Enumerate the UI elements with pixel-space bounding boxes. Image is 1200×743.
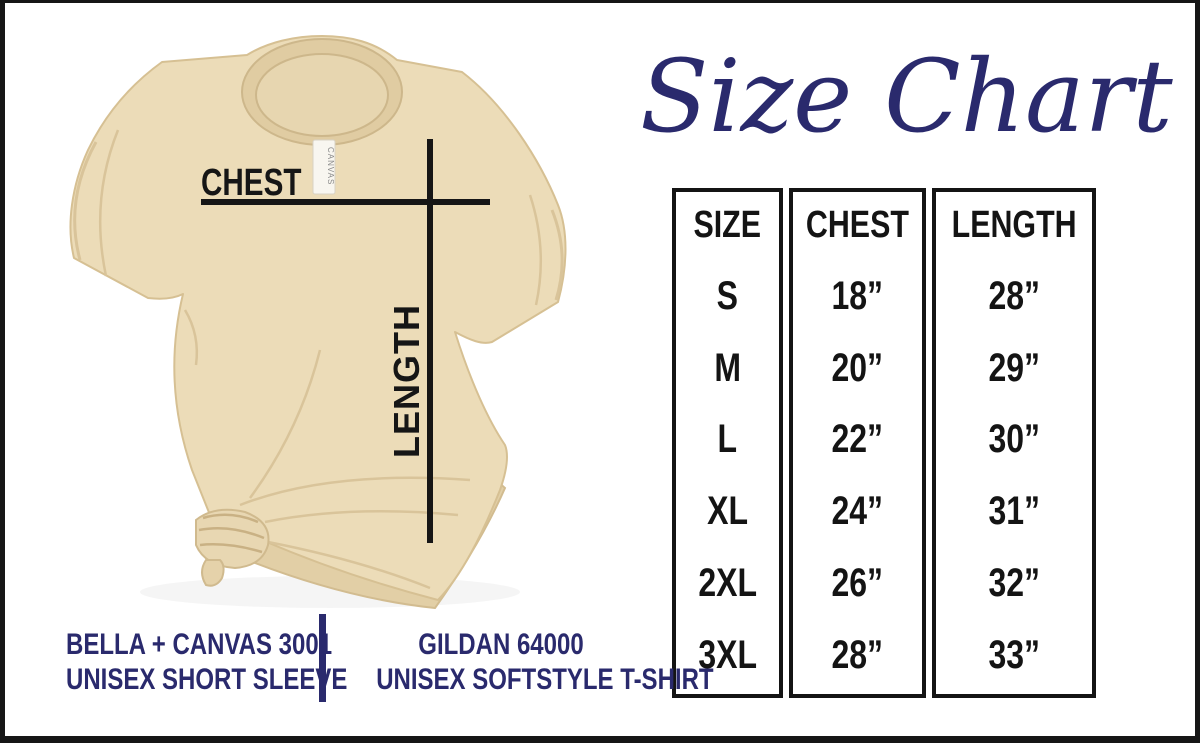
length-cell: 32” [988,561,1040,606]
length-measurement-line [427,139,433,543]
chest-measurement-line [201,199,490,205]
length-cell: 29” [988,345,1040,390]
length-measurement-label: LENGTH [386,304,427,458]
size-cell: 3XL [698,632,757,677]
size-table-column-chest: CHEST 18” 20” 22” 24” 26” 28” [788,188,926,698]
length-cell: 31” [988,489,1040,534]
fold-line [267,540,431,590]
tshirt-body [69,35,567,601]
collar-inner [255,53,389,137]
knot-wrap-line [198,526,265,540]
length-cell: 30” [988,417,1040,462]
length-cell: 33” [988,632,1040,677]
chest-cell: 22” [831,417,884,462]
chest-cell: 24” [831,489,884,534]
product-name-line: GILDAN 64000 [418,628,584,661]
size-table-column-length: LENGTH 28” 29” 30” 31” 32” 33” [931,188,1096,698]
product-gildan: GILDAN 64000 UNISEX SOFTSTYLE T-SHIRT [345,627,714,697]
product-name-line: BELLA + CANVAS 3001 [66,628,333,661]
fold-line [248,349,322,499]
chest-cell: 20” [831,345,884,390]
footer-divider [319,614,326,702]
right-sleeve-fold [528,194,543,306]
fold-line [183,309,199,366]
chest-measurement-label: CHEST [201,162,302,204]
product-name-line: UNISEX SOFTSTYLE T-SHIRT [376,663,714,696]
brand-tag-label: CANVAS [326,147,335,185]
brand-tag [312,139,336,195]
knot-wrap-line [202,513,259,524]
knot-wrap-line [199,543,263,554]
left-sleeve-fold [98,129,120,277]
size-cell: S [716,273,739,318]
size-cell: 2XL [698,561,757,606]
size-cell: M [714,345,741,390]
size-cell: L [717,417,738,462]
column-header-chest: CHEST [805,204,909,246]
length-cell: 28” [988,273,1040,318]
right-sleeve-cuff [550,209,564,301]
column-header-size: SIZE [693,204,762,246]
left-sleeve-cuff [73,141,98,261]
fold-line [239,476,471,507]
size-table: SIZE S M L XL 2XL 3XL CHEST 18” 20” 22” … [672,188,1096,698]
chest-cell: 26” [831,561,884,606]
column-header-length: LENGTH [951,204,1077,246]
chest-cell: 28” [831,632,884,677]
product-name-line: UNISEX SHORT SLEEVE [66,663,348,696]
size-chart-title: Size Chart [640,38,1173,155]
size-table-column-size: SIZE S M L XL 2XL 3XL [672,188,783,698]
knot-tail [201,559,225,587]
product-bella-canvas: BELLA + CANVAS 3001 UNISEX SHORT SLEEVE [40,627,348,697]
chest-cell: 18” [831,273,884,318]
size-cell: XL [707,489,748,534]
tshirt-photo: CANVAS [69,35,567,610]
